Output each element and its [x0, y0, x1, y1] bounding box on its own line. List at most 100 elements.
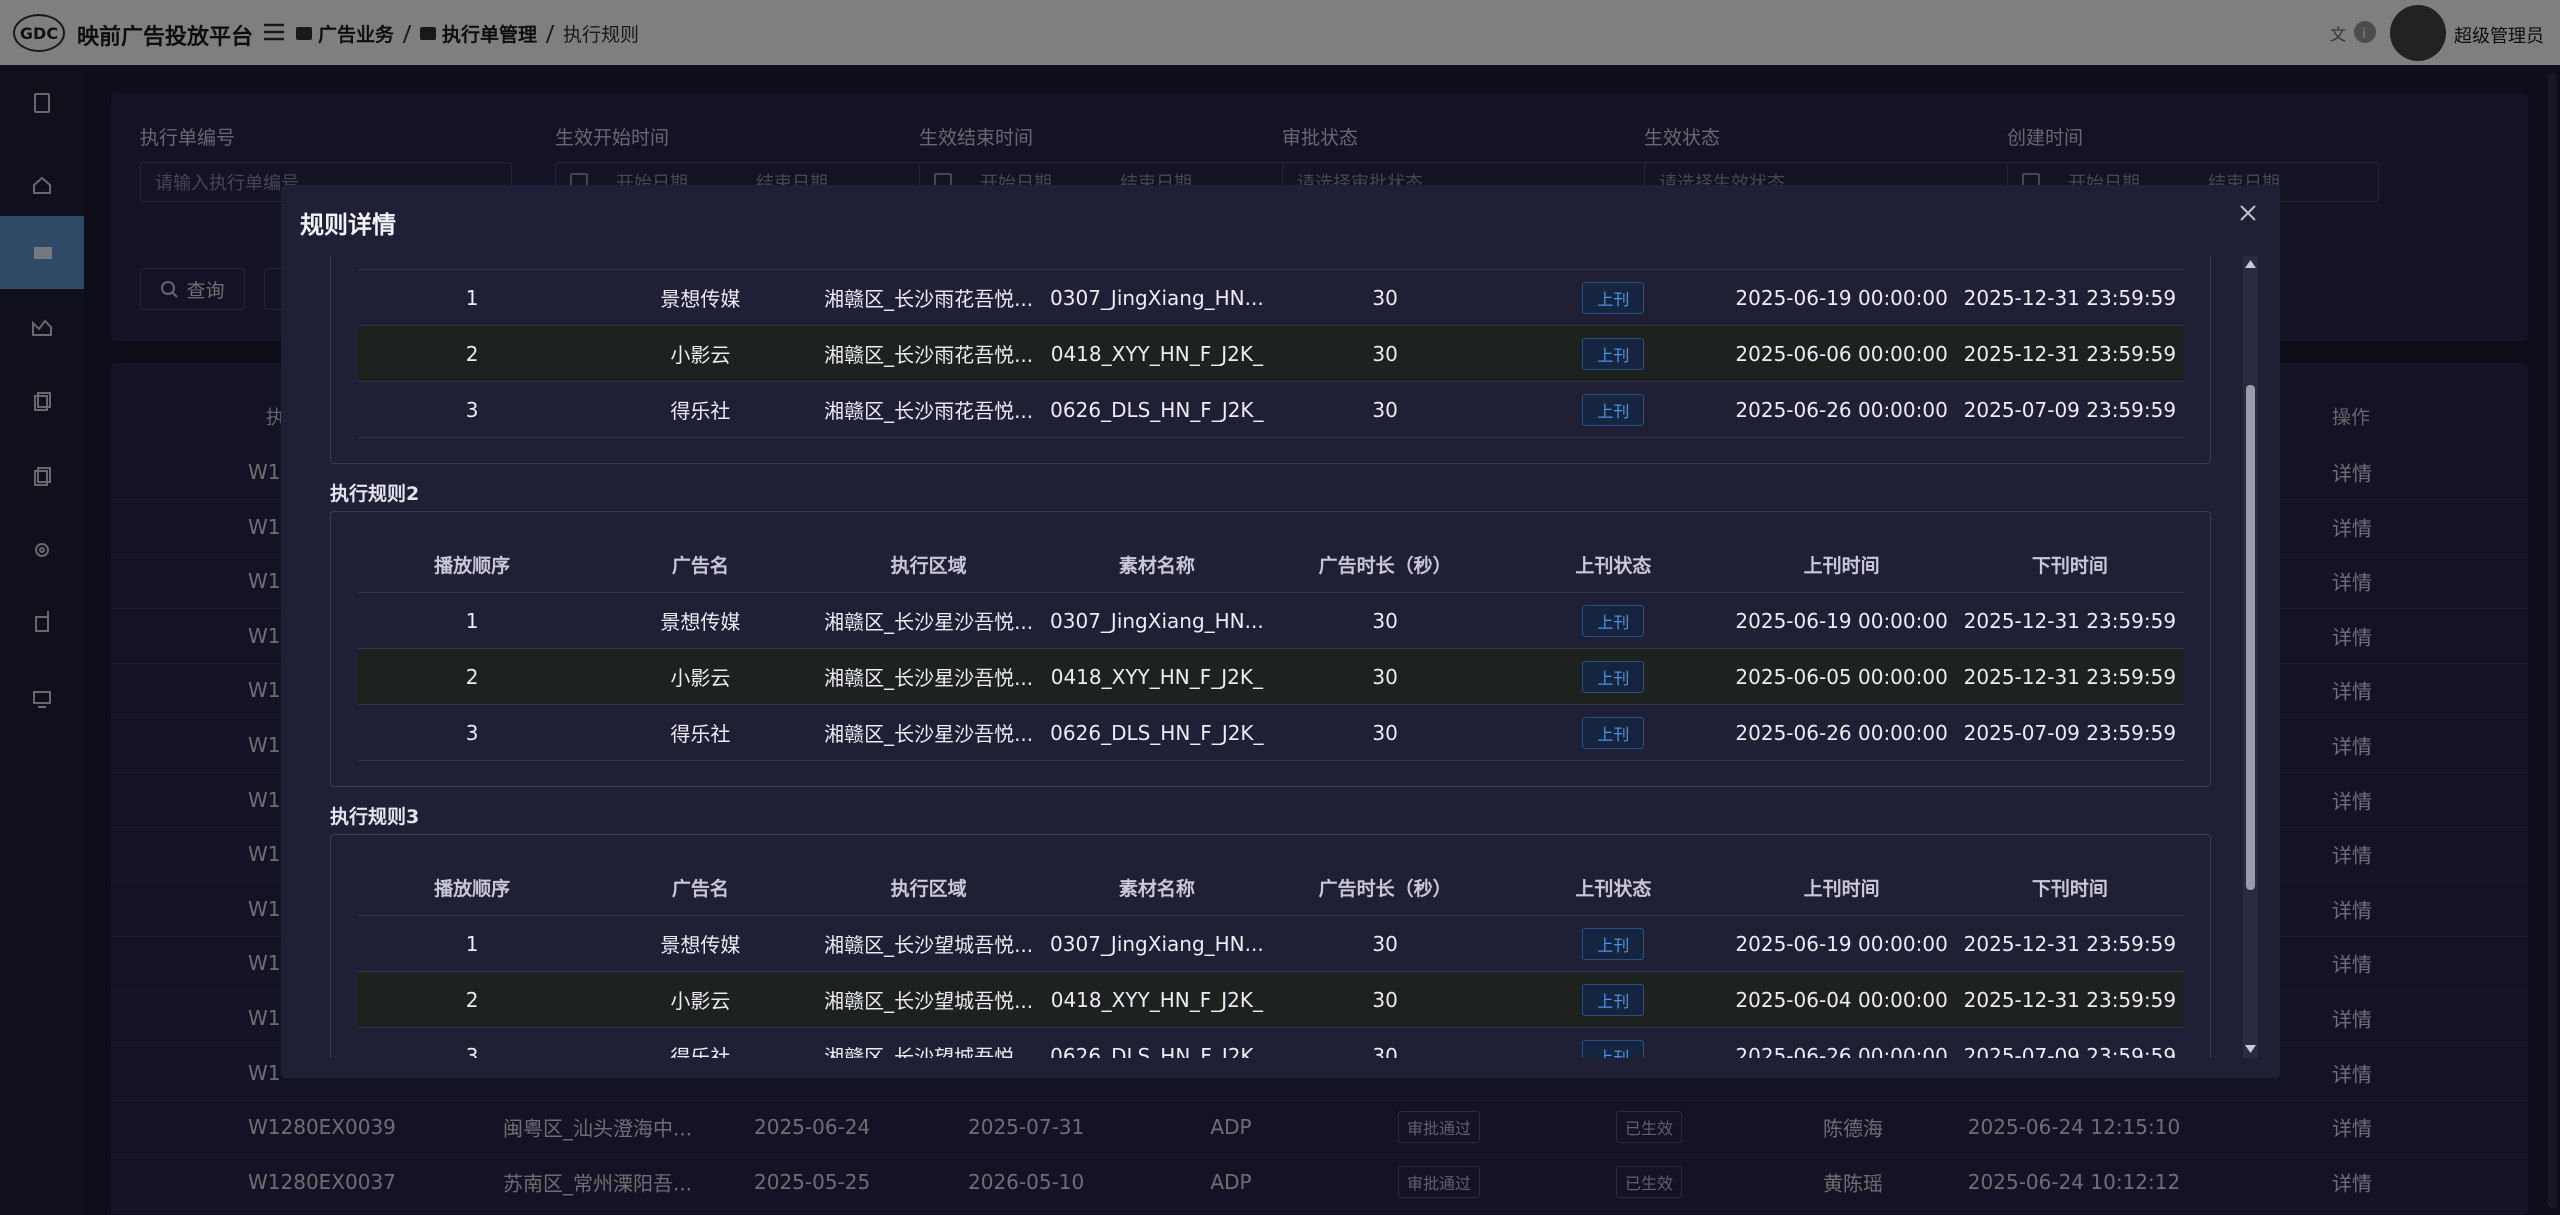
column-header: 下刊时间	[1955, 860, 2184, 916]
cell: 上刊	[1499, 381, 1728, 438]
column-header: 上刊状态	[1499, 256, 1728, 270]
cell: 2025-06-06 00:00:00	[1727, 325, 1956, 382]
modal-scrollbar[interactable]	[2243, 256, 2258, 1058]
cell: 上刊	[1499, 325, 1728, 382]
cell: 上刊	[1499, 971, 1728, 1028]
table-row: 3 得乐社 湘赣区_长沙星沙吾悦... 0626_DLS_HN_F_J2K_ 30 上刊 2…	[358, 704, 2184, 761]
cell: 上刊	[1499, 592, 1728, 649]
column-header: 执行区域	[814, 860, 1043, 916]
rules-list: 播放顺序广告名执行区域素材名称广告时长（秒）上刊状态上刊时间下刊时间1景想传媒湘…	[330, 256, 2211, 1058]
column-header: 执行区域	[814, 256, 1043, 270]
cell: 30	[1271, 704, 1500, 761]
cell: 3	[358, 704, 587, 761]
cell: 湘赣区_长沙星沙吾悦...	[814, 704, 1043, 761]
rule-name: 执行规则3	[330, 806, 420, 828]
cell: 0626_DLS_HN_F_J2K_	[1042, 1027, 1271, 1058]
cell: 景想传媒	[586, 269, 815, 326]
column-header: 上刊时间	[1727, 256, 1956, 270]
status-tag: 上刊	[1582, 337, 1645, 370]
cell: 30	[1271, 648, 1500, 705]
column-header: 下刊时间	[1955, 256, 2184, 270]
table-row: 1 景想传媒 湘赣区_长沙星沙吾悦... 0307_JingXiang_HN... 30…	[358, 592, 2184, 649]
column-header: 广告名	[586, 256, 815, 270]
column-header: 广告名	[586, 860, 815, 916]
column-header: 广告时长（秒）	[1271, 537, 1500, 593]
cell: 2	[358, 648, 587, 705]
column-header: 广告时长（秒）	[1271, 256, 1500, 270]
cell: 湘赣区_长沙雨花吾悦...	[814, 325, 1043, 382]
cell: 上刊	[1499, 648, 1728, 705]
cell: 2025-06-26 00:00:00	[1727, 381, 1956, 438]
cell: 0418_XYY_HN_F_J2K_	[1042, 325, 1271, 382]
cell: 0307_JingXiang_HN...	[1042, 915, 1271, 972]
cell: 湘赣区_长沙雨花吾悦...	[814, 381, 1043, 438]
cell: 湘赣区_长沙星沙吾悦...	[814, 592, 1043, 649]
scroll-up[interactable]	[2245, 260, 2256, 269]
column-header: 素材名称	[1042, 860, 1271, 916]
cell: 30	[1271, 1027, 1500, 1058]
cell: 湘赣区_长沙望城吾悦...	[814, 971, 1043, 1028]
cell: 2025-06-19 00:00:00	[1727, 592, 1956, 649]
cell: 30	[1271, 325, 1500, 382]
cell: 湘赣区_长沙雨花吾悦...	[814, 269, 1043, 326]
column-header: 下刊时间	[1955, 537, 2184, 593]
cell: 湘赣区_长沙星沙吾悦...	[814, 648, 1043, 705]
rule-detail-modal: 规则详情 播放顺序广告名执行区域素材名称广告时长（秒）上刊状态上刊时间下刊时间1…	[281, 185, 2280, 1078]
status-tag: 上刊	[1582, 281, 1645, 314]
cell: 0307_JingXiang_HN...	[1042, 592, 1271, 649]
cell: 小影云	[586, 648, 815, 705]
cell: 1	[358, 915, 587, 972]
column-header: 执行区域	[814, 537, 1043, 593]
cell: 2025-06-19 00:00:00	[1727, 269, 1956, 326]
cell: 3	[358, 381, 587, 438]
column-header: 上刊时间	[1727, 537, 1956, 593]
cell: 小影云	[586, 971, 815, 1028]
cell: 2025-12-31 23:59:59	[1955, 325, 2184, 382]
table-row: 3 得乐社 湘赣区_长沙望城吾悦... 0626_DLS_HN_F_J2K_ 30 上刊 2…	[358, 1027, 2184, 1058]
table-row: 2 小影云 湘赣区_长沙望城吾悦... 0418_XYY_HN_F_J2K_ 30 上刊 2…	[358, 971, 2184, 1028]
cell: 上刊	[1499, 915, 1728, 972]
rule-table: 播放顺序广告名执行区域素材名称广告时长（秒）上刊状态上刊时间下刊时间1景想传媒湘…	[358, 256, 2184, 438]
cell: 得乐社	[586, 381, 815, 438]
cell: 30	[1271, 915, 1500, 972]
cell: 2025-07-09 23:59:59	[1955, 381, 2184, 438]
cell: 0626_DLS_HN_F_J2K_	[1042, 381, 1271, 438]
column-header: 上刊时间	[1727, 860, 1956, 916]
cell: 2025-06-04 00:00:00	[1727, 971, 1956, 1028]
cell: 0626_DLS_HN_F_J2K_	[1042, 704, 1271, 761]
cell: 2	[358, 971, 587, 1028]
cell: 2025-06-19 00:00:00	[1727, 915, 1956, 972]
modal-title: 规则详情	[300, 211, 396, 239]
rule-box: 播放顺序广告名执行区域素材名称广告时长（秒）上刊状态上刊时间下刊时间1景想传媒湘…	[330, 256, 2211, 464]
table-row: 2 小影云 湘赣区_长沙星沙吾悦... 0418_XYY_HN_F_J2K_ 30 上刊 2…	[358, 648, 2184, 705]
status-tag: 上刊	[1582, 1039, 1645, 1058]
scroll-thumb[interactable]	[2246, 385, 2255, 890]
status-tag: 上刊	[1582, 660, 1645, 693]
cell: 0418_XYY_HN_F_J2K_	[1042, 971, 1271, 1028]
cell: 景想传媒	[586, 592, 815, 649]
column-header: 上刊状态	[1499, 537, 1728, 593]
status-tag: 上刊	[1582, 983, 1645, 1016]
column-header: 广告名	[586, 537, 815, 593]
cell: 湘赣区_长沙望城吾悦...	[814, 915, 1043, 972]
cell: 2025-07-09 23:59:59	[1955, 1027, 2184, 1058]
cell: 小影云	[586, 325, 815, 382]
table-row: 1 景想传媒 湘赣区_长沙望城吾悦... 0307_JingXiang_HN... 30…	[358, 915, 2184, 972]
status-tag: 上刊	[1582, 393, 1645, 426]
cell: 2025-12-31 23:59:59	[1955, 648, 2184, 705]
cell: 1	[358, 592, 587, 649]
scroll-down[interactable]	[2245, 1045, 2256, 1054]
close-button[interactable]	[2239, 204, 2257, 222]
column-header: 播放顺序	[358, 860, 587, 916]
modal-body: 播放顺序广告名执行区域素材名称广告时长（秒）上刊状态上刊时间下刊时间1景想传媒湘…	[281, 256, 2280, 1058]
status-tag: 上刊	[1582, 927, 1645, 960]
column-header: 播放顺序	[358, 256, 587, 270]
table-row: 1 景想传媒 湘赣区_长沙雨花吾悦... 0307_JingXiang_HN... 30…	[358, 269, 2184, 326]
cell: 2025-06-26 00:00:00	[1727, 704, 1956, 761]
rule-label: 执行规则2	[330, 464, 2211, 511]
